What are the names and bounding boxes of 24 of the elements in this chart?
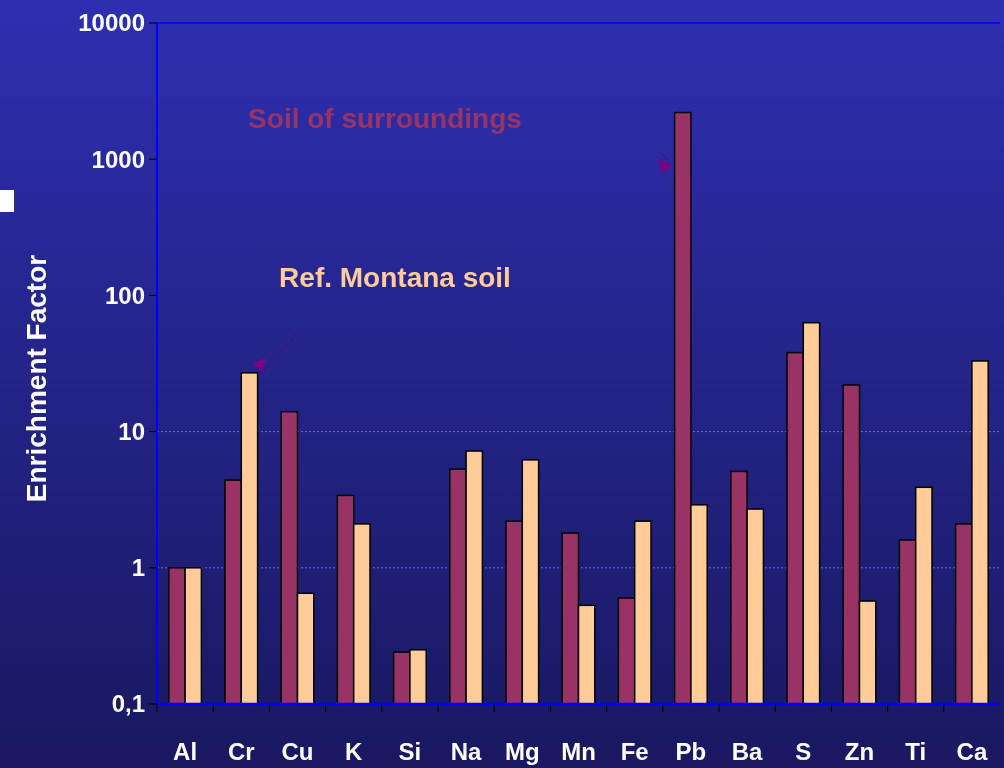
y-tick-label: 10000 bbox=[78, 9, 145, 37]
y-axis-title: Enrichment Factor bbox=[21, 254, 52, 503]
x-tick-label: K bbox=[345, 738, 364, 765]
x-tick-label: Mn bbox=[561, 738, 596, 765]
x-tick-label: S bbox=[795, 738, 812, 765]
text: Soil of surroundings bbox=[248, 103, 522, 134]
x-tick-label: Cu bbox=[281, 738, 314, 765]
x-tick-label: Pb bbox=[675, 738, 707, 765]
x-tick-label: Zn bbox=[844, 738, 875, 765]
x-tick-label: Fe bbox=[620, 738, 649, 765]
x-tick-label: Ti bbox=[905, 738, 927, 765]
y-tick-label: 10 bbox=[118, 418, 145, 445]
x-tick-label: Mg bbox=[504, 738, 540, 765]
y-tick-label: 0,1 bbox=[111, 690, 145, 718]
x-tick-label: Al bbox=[173, 738, 198, 765]
x-tick-label: Si bbox=[398, 738, 422, 765]
x-tick-label: Cr bbox=[227, 738, 255, 765]
x-tick-label: Ca bbox=[956, 738, 988, 765]
x-tick-label: Na bbox=[450, 738, 483, 765]
y-tick-label: 1000 bbox=[91, 145, 145, 173]
x-tick-label: Ba bbox=[731, 738, 764, 765]
text: Ref. Montana soil bbox=[279, 262, 511, 293]
y-tick-label: 1 bbox=[131, 554, 145, 582]
y-tick-label: 100 bbox=[104, 281, 145, 309]
